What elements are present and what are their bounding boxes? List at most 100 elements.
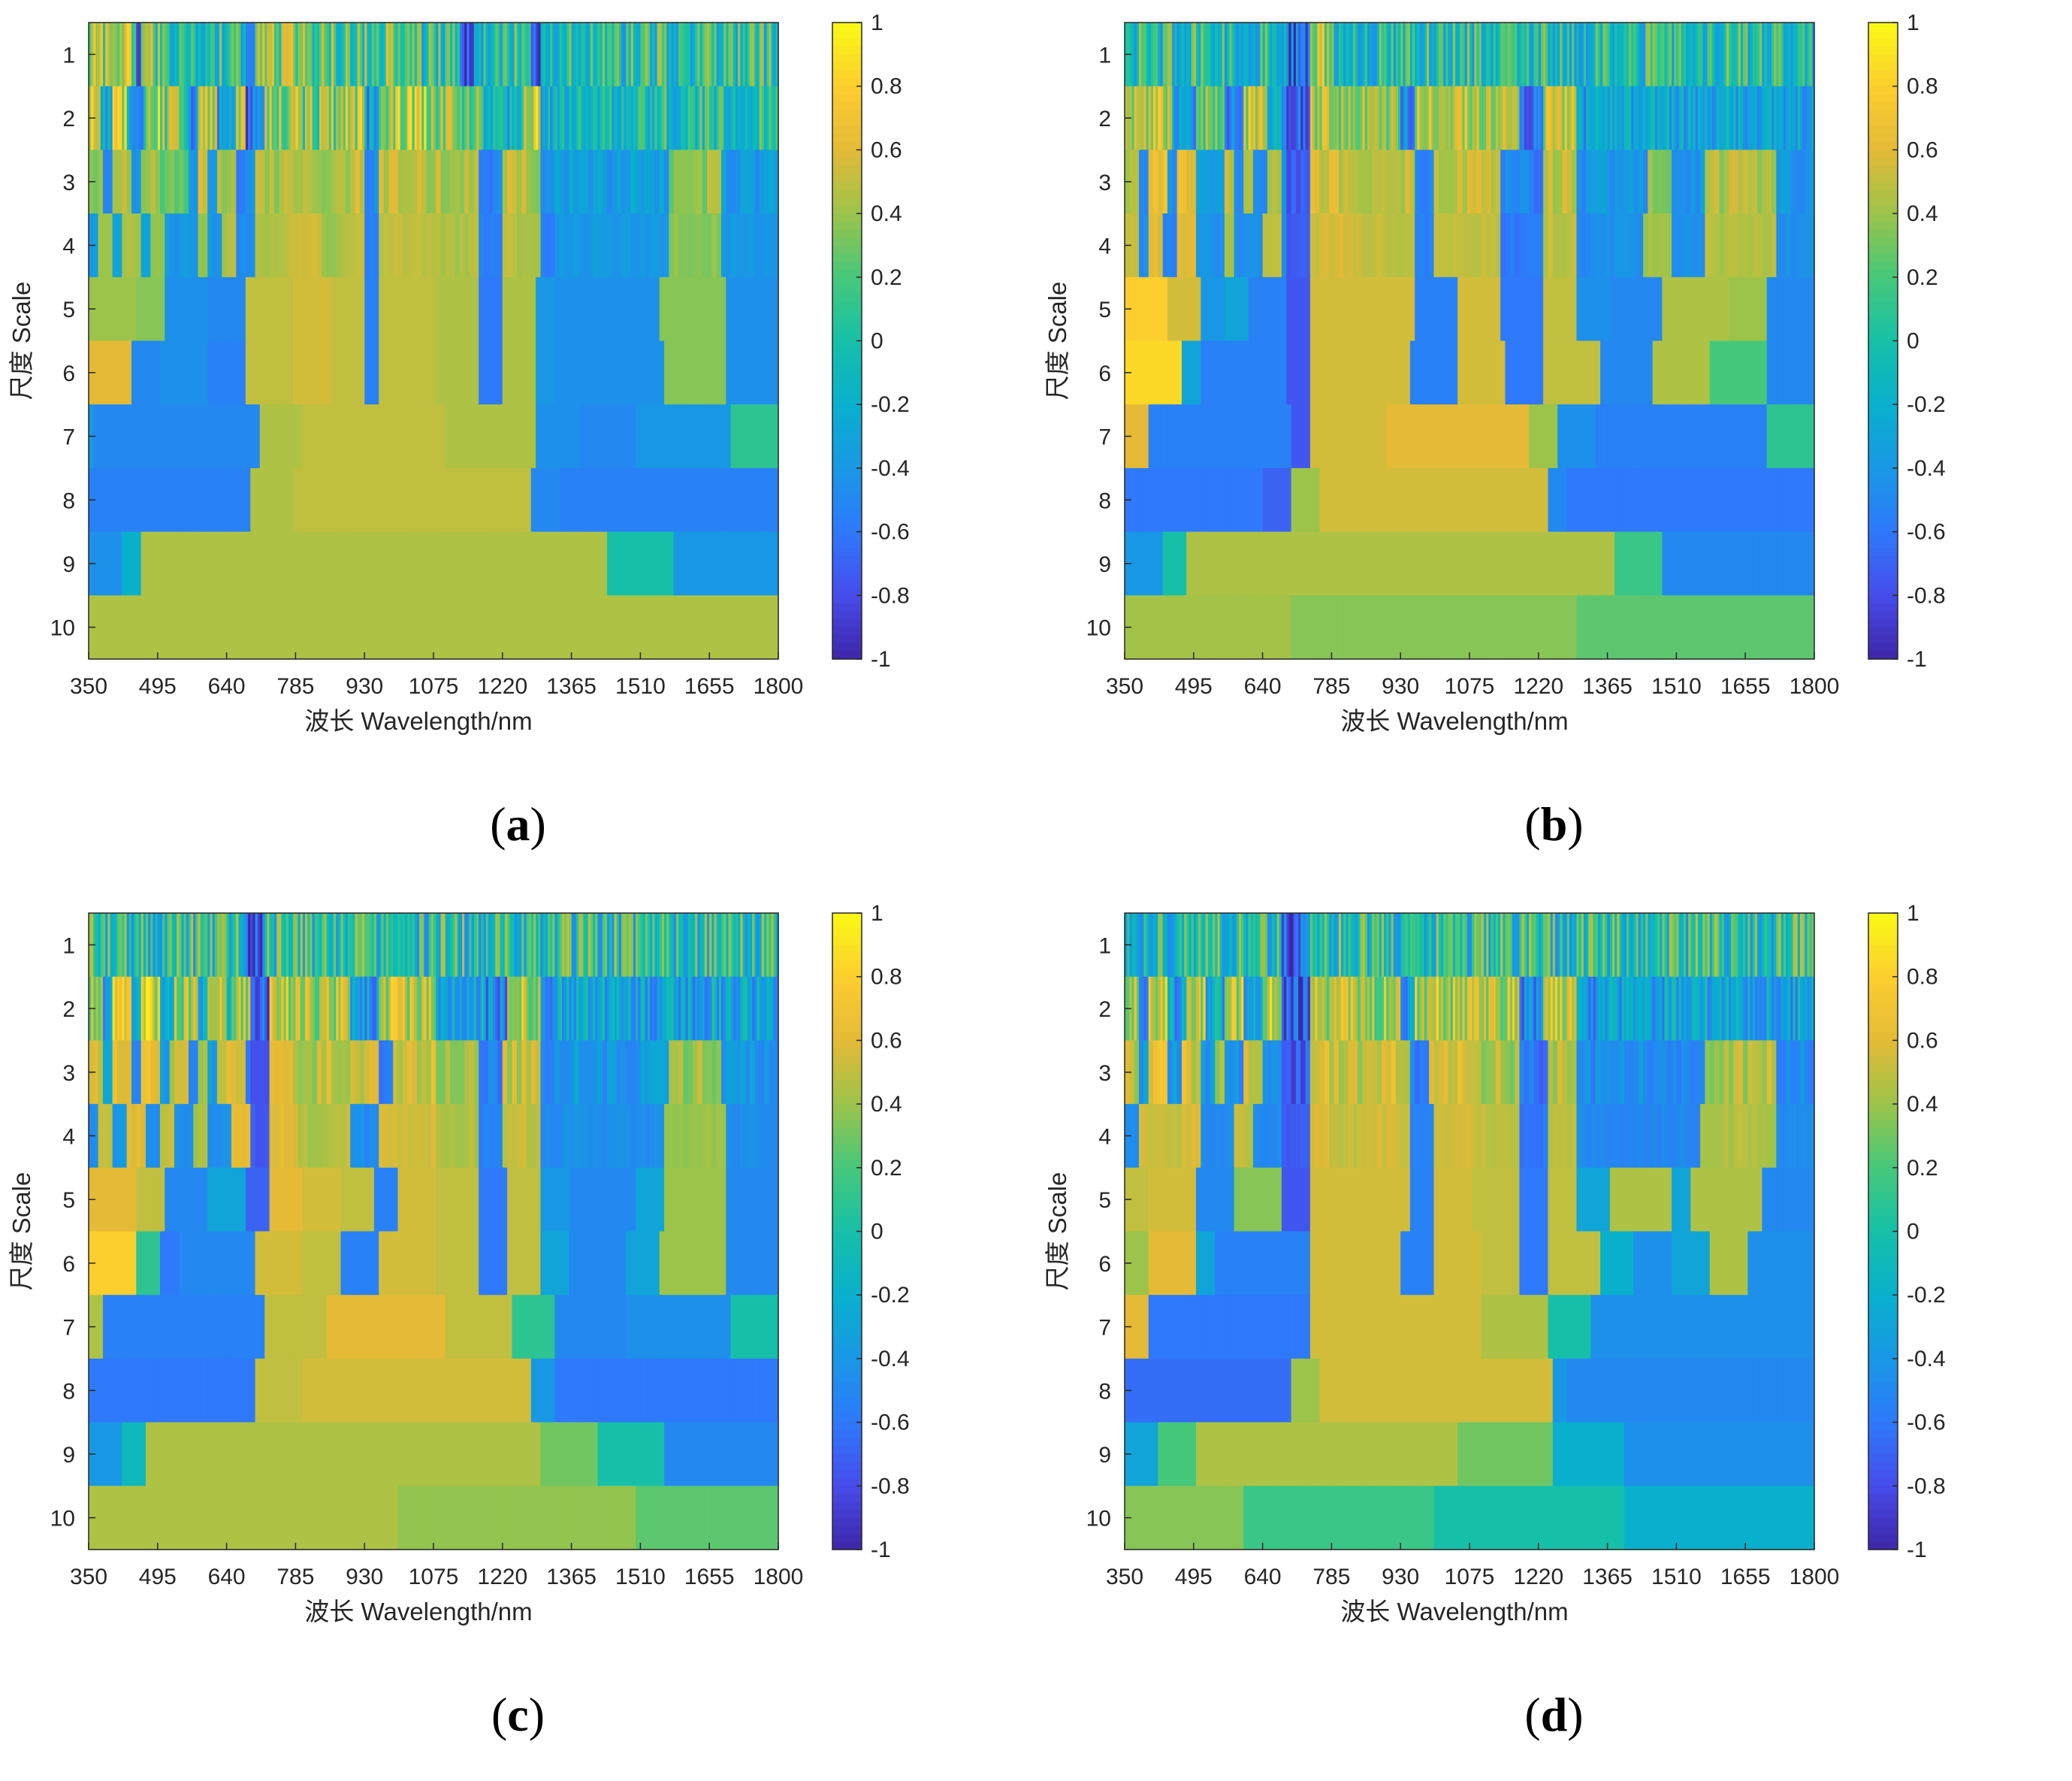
heatmap-cell bbox=[1466, 86, 1470, 150]
heatmap-cell bbox=[1250, 86, 1254, 150]
colorbar-swatch bbox=[832, 643, 862, 652]
heatmap-cell bbox=[326, 595, 330, 660]
heatmap-cell bbox=[1493, 277, 1497, 342]
heatmap-cell bbox=[773, 23, 777, 87]
colorbar-swatch bbox=[832, 356, 862, 365]
heatmap-cell bbox=[255, 595, 258, 660]
heatmap-cell bbox=[1705, 86, 1708, 150]
heatmap-cell bbox=[1400, 150, 1403, 214]
heatmap-cell bbox=[419, 595, 422, 660]
heatmap-cell bbox=[614, 467, 618, 533]
heatmap-cell bbox=[1595, 340, 1599, 405]
heatmap-cell bbox=[481, 404, 485, 469]
heatmap-cell bbox=[607, 213, 610, 278]
heatmap-cell bbox=[1395, 86, 1399, 150]
heatmap-cell bbox=[1495, 213, 1499, 278]
heatmap-cell bbox=[1443, 23, 1446, 87]
heatmap-cell bbox=[761, 404, 765, 469]
heatmap-cell bbox=[1443, 86, 1446, 150]
heatmap-cell bbox=[293, 23, 296, 87]
heatmap-cell bbox=[445, 340, 449, 405]
heatmap-cell bbox=[205, 277, 208, 342]
heatmap-cell bbox=[145, 150, 149, 214]
heatmap-cell bbox=[1317, 404, 1321, 469]
heatmap-cell bbox=[1609, 277, 1613, 342]
heatmap-cell bbox=[1358, 277, 1361, 342]
heatmap-cell bbox=[416, 340, 420, 405]
heatmap-cell bbox=[1681, 213, 1684, 278]
heatmap-cell bbox=[735, 213, 738, 278]
heatmap-cell bbox=[312, 23, 316, 87]
heatmap-cell bbox=[1702, 150, 1705, 214]
heatmap-cell bbox=[1300, 150, 1304, 214]
heatmap-cell bbox=[345, 23, 349, 87]
heatmap-cell bbox=[359, 23, 363, 87]
heatmap-cell bbox=[438, 404, 442, 469]
heatmap-cell bbox=[245, 277, 249, 342]
heatmap-cell bbox=[1619, 213, 1623, 278]
heatmap-cell bbox=[607, 150, 610, 214]
heatmap-cell bbox=[550, 23, 553, 87]
heatmap-cell bbox=[350, 404, 353, 469]
heatmap-cell bbox=[114, 531, 118, 596]
colorbar-swatch bbox=[832, 325, 862, 334]
heatmap-cell bbox=[393, 150, 396, 214]
heatmap-cell bbox=[131, 467, 134, 533]
heatmap-cell bbox=[566, 150, 570, 214]
heatmap-cell bbox=[512, 404, 515, 469]
heatmap-cell bbox=[1215, 23, 1219, 87]
heatmap-cell bbox=[669, 595, 672, 660]
heatmap-cell bbox=[316, 595, 320, 660]
heatmap-cell bbox=[681, 595, 684, 660]
heatmap-cell bbox=[1284, 86, 1287, 150]
heatmap-cell bbox=[1788, 23, 1791, 87]
heatmap-cell bbox=[687, 213, 691, 278]
heatmap-cell bbox=[490, 150, 494, 214]
heatmap-cell bbox=[1662, 150, 1666, 214]
heatmap-cell bbox=[428, 404, 432, 469]
heatmap-cell bbox=[1172, 277, 1176, 342]
heatmap-cell bbox=[666, 23, 669, 87]
heatmap-cell bbox=[1376, 277, 1380, 342]
heatmap-cell bbox=[1595, 86, 1599, 150]
heatmap-cell bbox=[438, 150, 442, 214]
heatmap-cell bbox=[761, 531, 765, 596]
heatmap-cell bbox=[647, 86, 651, 150]
heatmap-cell bbox=[350, 86, 353, 150]
heatmap-cell bbox=[371, 531, 375, 596]
heatmap-cell bbox=[1227, 404, 1230, 469]
heatmap-cell bbox=[1783, 340, 1787, 405]
heatmap-cell bbox=[328, 531, 332, 596]
heatmap-cell bbox=[226, 277, 230, 342]
heatmap-cell bbox=[424, 86, 427, 150]
heatmap-cell bbox=[1445, 150, 1449, 214]
heatmap-cell bbox=[1429, 404, 1432, 469]
heatmap-cell bbox=[1324, 277, 1327, 342]
heatmap-cell bbox=[252, 213, 256, 278]
heatmap-cell bbox=[1757, 86, 1760, 150]
heatmap-cell bbox=[1560, 23, 1563, 87]
heatmap-cell bbox=[1398, 23, 1401, 87]
heatmap-cell bbox=[730, 595, 734, 660]
heatmap-cell bbox=[1234, 150, 1237, 214]
heatmap-cell bbox=[293, 213, 296, 278]
heatmap-cell bbox=[1174, 213, 1178, 278]
heatmap-cell bbox=[1524, 213, 1527, 278]
heatmap-cell bbox=[1272, 404, 1276, 469]
heatmap-cell bbox=[188, 404, 192, 469]
heatmap-cell bbox=[1276, 86, 1280, 150]
heatmap-cell bbox=[557, 340, 560, 405]
heatmap-cell bbox=[338, 213, 342, 278]
colorbar-tick-label: 0.2 bbox=[871, 265, 902, 290]
heatmap-cell bbox=[1497, 213, 1501, 278]
heatmap-cell bbox=[1745, 277, 1748, 342]
heatmap-cell bbox=[414, 340, 418, 405]
heatmap-cell bbox=[1450, 86, 1454, 150]
heatmap-cell bbox=[179, 86, 183, 150]
heatmap-cell bbox=[1391, 340, 1394, 405]
heatmap-cell bbox=[155, 150, 159, 214]
heatmap-cell bbox=[533, 150, 536, 214]
heatmap-cell bbox=[1174, 340, 1178, 405]
heatmap-cell bbox=[181, 467, 185, 533]
heatmap-cell bbox=[536, 531, 539, 596]
